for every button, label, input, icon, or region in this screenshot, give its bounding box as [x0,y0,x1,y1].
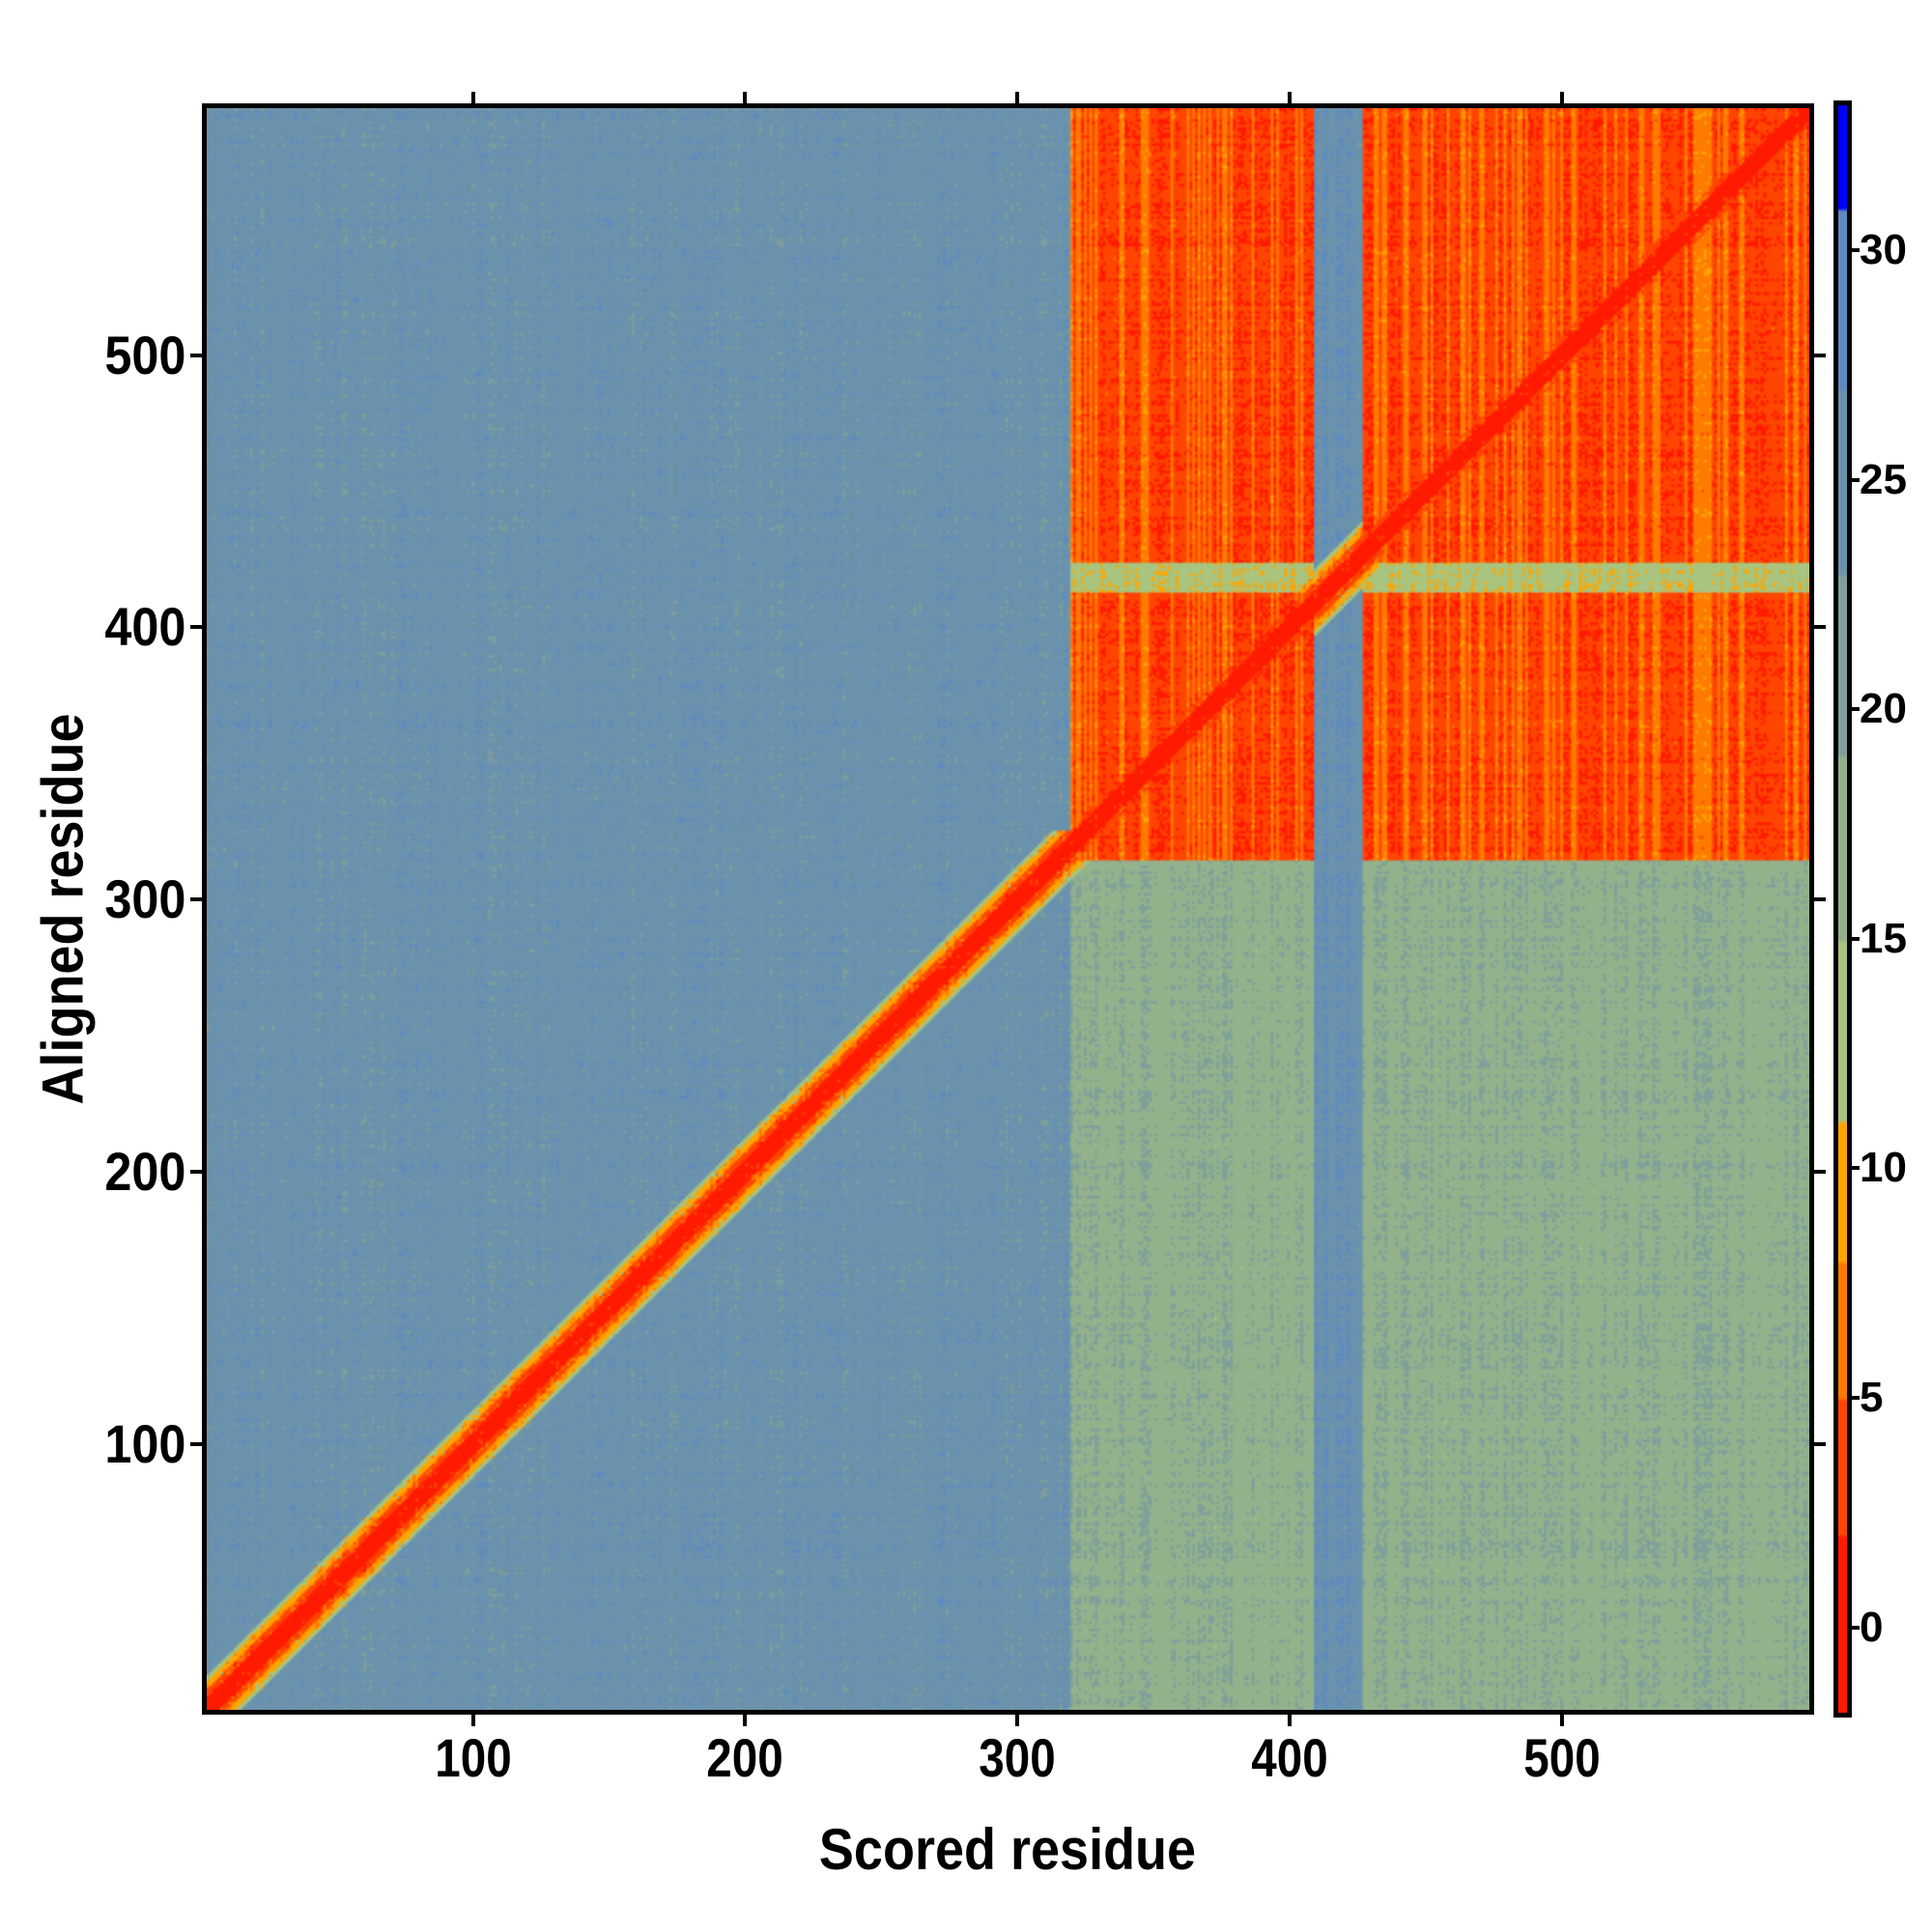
y-tick-label: 400 [103,596,185,658]
y-tick-mark [190,1169,202,1174]
colorbar-tick-label: 20 [1860,685,1907,733]
y-tick-mark [190,897,202,902]
y-tick-mark-right [1814,625,1826,630]
colorbar-tick-label: 5 [1860,1374,1884,1422]
y-tick-mark-right [1814,1441,1826,1446]
colorbar-tick-mark [1852,1396,1860,1401]
x-tick-label: 100 [434,1727,512,1788]
y-tick-mark-right [1814,1169,1826,1174]
y-tick-label: 200 [103,1140,185,1202]
colorbar-tick-label: 10 [1860,1144,1907,1192]
colorbar-tick-mark [1852,248,1860,253]
x-tick-mark [1560,1715,1565,1726]
colorbar-gradient [1838,105,1847,1713]
colorbar-tick-mark [1852,936,1860,941]
colorbar-tick-label: 30 [1860,226,1907,274]
x-tick-label: 500 [1523,1727,1601,1788]
colorbar-tick-mark [1852,707,1860,712]
heatmap-cells [207,108,1809,1710]
y-tick-label: 300 [103,868,185,930]
y-tick-mark-right [1814,897,1826,902]
colorbar-tick-mark [1852,477,1860,482]
x-tick-mark [470,1715,475,1726]
colorbar-tick-label: 15 [1860,914,1907,962]
x-tick-mark [743,1715,748,1726]
heatmap-plot-area [202,103,1814,1715]
colorbar [1833,100,1852,1718]
y-tick-label: 100 [103,1412,185,1474]
colorbar-tick-label: 25 [1860,455,1907,503]
x-tick-label: 400 [1251,1727,1328,1788]
x-tick-mark-top [1015,92,1020,103]
y-tick-mark [190,353,202,357]
y-tick-mark-right [1814,353,1826,357]
x-tick-label: 300 [979,1727,1057,1788]
y-tick-mark [190,625,202,630]
x-tick-mark-top [470,92,475,103]
y-axis-title: Aligned residue [30,713,96,1105]
y-tick-mark [190,1441,202,1446]
colorbar-tick-mark [1852,1625,1860,1630]
x-tick-mark-top [743,92,748,103]
y-tick-label: 500 [103,324,185,385]
x-tick-mark-top [1560,92,1565,103]
x-axis-title: Scored residue [818,1817,1197,1882]
colorbar-tick-label: 0 [1860,1603,1884,1651]
colorbar-tick-mark [1852,1166,1860,1171]
x-tick-mark [1288,1715,1293,1726]
x-tick-label: 200 [706,1727,784,1788]
x-tick-mark-top [1288,92,1293,103]
x-tick-mark [1015,1715,1020,1726]
